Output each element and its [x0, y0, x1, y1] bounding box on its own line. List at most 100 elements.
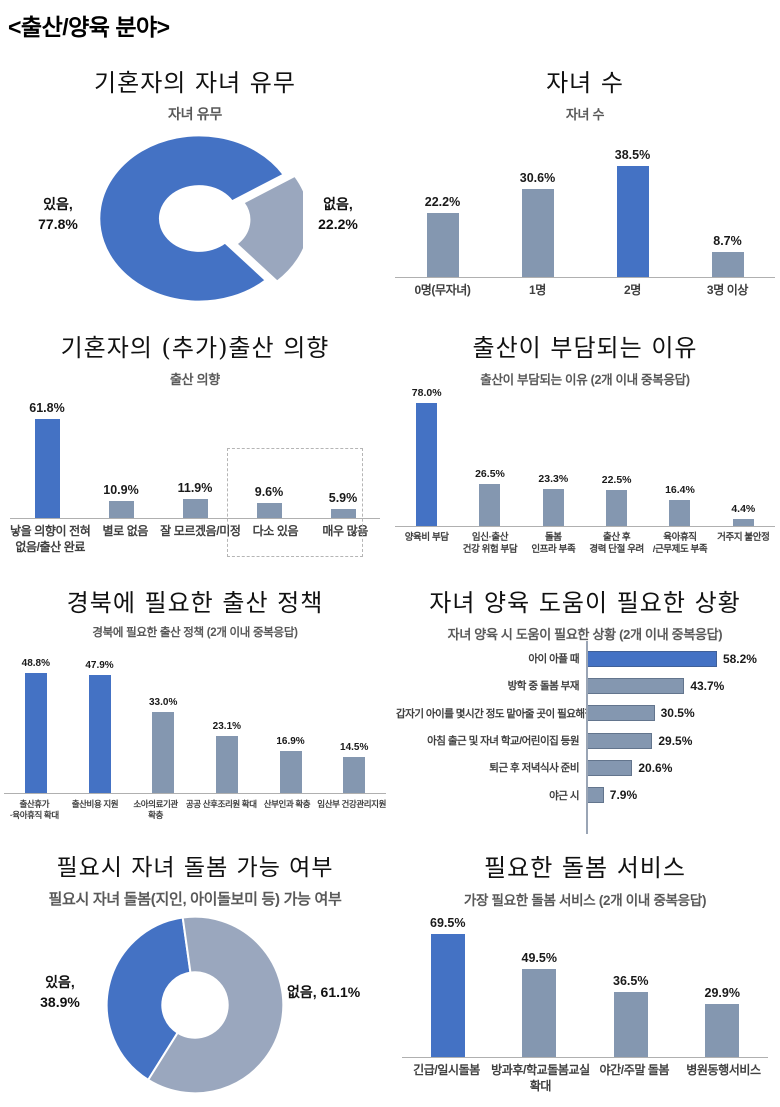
category-label: 산부인과 확충: [263, 799, 311, 809]
bar-value-label: 22.5%: [601, 474, 632, 487]
bar-column: 16.9%: [259, 653, 323, 793]
bar-column: 30.6%: [490, 144, 585, 277]
category-label: 1명: [529, 283, 546, 297]
bar: [430, 934, 465, 1057]
donut-chart: [95, 132, 312, 310]
bar-value-label: 29.9%: [704, 986, 740, 1001]
bar-column: 48.8%: [4, 653, 68, 793]
bar-value-label: 26.5%: [475, 468, 505, 481]
bar-column: 8.7%: [680, 144, 775, 277]
bar-chart: 78.0% 26.5% 23.3% 22.5% 16.4% 4.4% 양육비 부담 임신·출산…: [395, 383, 775, 557]
category-label: 아침 출근 및 자녀 학교/어린이집 등원: [427, 735, 579, 748]
bar: [522, 969, 557, 1057]
hbar-row: 갑자기 아이를 몇시간 정도 맡아줄 곳이 필요해질 때 30.5%: [396, 700, 774, 727]
bar: [613, 992, 648, 1057]
bar: [586, 759, 633, 776]
bar-value-label: 22.2%: [424, 195, 461, 210]
bar: [256, 502, 282, 518]
bar: [108, 500, 134, 518]
chart-title: 기혼자의 (추가)출산 의향: [60, 334, 330, 362]
bar-plot-area: 48.8% 47.9% 33.0% 23.1% 16.9% 14.5%: [4, 653, 386, 793]
hbar-row: 아이 아플 때 58.2%: [396, 645, 774, 672]
category-label: 야근 시: [549, 789, 579, 802]
bar-value-label: 58.2%: [722, 651, 757, 666]
bar: [521, 188, 554, 277]
category-label: 병원동행서비스: [686, 1063, 761, 1077]
donut-slice-있음: [98, 134, 286, 303]
donut-svg: [98, 134, 312, 303]
chart-title: 필요한 돌봄 서비스: [484, 854, 686, 882]
category-label: 낳을 의향이 전혀 없음/출산 완료: [10, 524, 91, 554]
bar-value-label: 69.5%: [430, 916, 466, 930]
chart-title: 경북에 필요한 출산 정책: [66, 589, 324, 617]
bar-value-label: 43.7%: [690, 678, 725, 693]
vertical-axis-line: [586, 641, 588, 834]
bar-column: 78.0%: [395, 383, 458, 526]
category-axis: 0명(무자녀) 1명 2명 3명 이상: [395, 277, 775, 299]
chart-subtitle: 자녀 유무: [168, 106, 222, 122]
bar-chart: 22.2% 30.6% 38.5% 8.7% 0명(무자녀) 1명 2명 3명 이상: [395, 144, 775, 299]
category-label: 아이 아플 때: [528, 653, 579, 666]
category-axis: 양육비 부담 임신·출산 건강 위험 부담 돌봄 인프라 부족 출산 후 경력 단절 …: [395, 526, 775, 557]
chart-subtitle: 필요시 자녀 돌봄(지인, 아이돌보미 등) 가능 여부: [48, 891, 342, 908]
bar-chart: 69.5% 49.5% 36.5% 29.9% 긴급/일시돌봄 방과후/학교돌봄교실 확대…: [402, 914, 768, 1094]
bar-value-label: 5.9%: [328, 490, 358, 505]
category-label: 방학 중 돌봄 부재: [507, 680, 580, 693]
bar-column: 11.9%: [158, 397, 232, 518]
hbar-chart: 아이 아플 때 58.2% 방학 중 돌봄 부재 43.7% 갑자기 아이를 몇시간 정…: [396, 641, 774, 834]
category-label: 공공 산후조리원 확대: [185, 799, 257, 809]
chart-subtitle: 자녀 양육 시 도움이 필요한 상황 (2개 이내 중복응답): [447, 627, 723, 642]
charts-grid: 기혼자의 자녀 유무 자녀 유무 있음, 77.8% 없음, 22.2% 자녀 수…: [0, 55, 780, 1107]
bar-value-label: 23.1%: [212, 721, 242, 733]
bar-column: 26.5%: [458, 383, 521, 526]
bar: [426, 213, 459, 277]
hbar-row: 방학 중 돌봄 부재 43.7%: [396, 672, 774, 699]
category-axis: 긴급/일시돌봄 방과후/학교돌봄교실 확대 야간/주말 돌봄 병원동행서비스: [402, 1057, 768, 1094]
bar-value-label: 30.5%: [660, 706, 695, 721]
bar-column: 10.9%: [84, 397, 158, 518]
chart-card-needed-birth-policy: 경북에 필요한 출산 정책 경북에 필요한 출산 정책 (2개 이내 중복응답)…: [0, 575, 390, 840]
chart-card-children-existence: 기혼자의 자녀 유무 자녀 유무 있음, 77.8% 없음, 22.2%: [0, 55, 390, 320]
bar-value-label: 4.4%: [731, 503, 756, 516]
bar: [330, 508, 356, 518]
chart-subtitle: 출산이 부담되는 이유 (2개 이내 중복응답): [480, 373, 690, 387]
category-label: 퇴근 후 저녁식사 준비: [489, 762, 579, 775]
bar: [669, 500, 691, 526]
chart-title: 필요시 자녀 돌봄 가능 여부: [56, 855, 334, 881]
bar-value-label: 16.4%: [665, 484, 695, 497]
donut-slice-없음: [146, 915, 285, 1095]
category-axis: 출산휴가 ·육아휴직 확대 출산비용 지원 소아의료기관 확충 공공 산후조리원 확대…: [4, 793, 386, 821]
bar-column: 4.4%: [712, 383, 775, 526]
donut-slice-있음: [105, 916, 192, 1082]
bar-value-label: 11.9%: [177, 480, 213, 495]
category-label: 야간/주말 돌봄: [599, 1063, 670, 1077]
category-label: 임신·출산 건강 위험 부담: [462, 532, 518, 556]
bar: [542, 489, 564, 526]
category-label: 갑자기 아이를 몇시간 정도 맡아줄 곳이 필요해질 때: [396, 707, 606, 720]
category-label: 0명(무자녀): [414, 283, 471, 297]
donut-callout-right: 없음, 61.1%: [287, 984, 361, 1000]
category-label: 돌봄 인프라 부족: [531, 532, 576, 556]
bar-plot-area: 61.8% 10.9% 11.9% 9.6% 5.9%: [10, 397, 380, 518]
bar-value-label: 16.9%: [276, 736, 305, 748]
bar-value-label: 10.9%: [103, 482, 139, 497]
bar: [416, 402, 438, 526]
bar: [88, 675, 111, 793]
bar-column: 29.9%: [677, 914, 769, 1057]
bar-value-label: 8.7%: [713, 233, 742, 248]
chart-title: 기혼자의 자녀 유무: [94, 69, 296, 97]
page-title: <출산/양육 분야>: [8, 14, 170, 40]
bar-value-label: 61.8%: [29, 401, 65, 416]
bar-value-label: 14.5%: [340, 742, 369, 754]
hbar-plot-area: 아이 아플 때 58.2% 방학 중 돌봄 부재 43.7% 갑자기 아이를 몇시간 정…: [396, 641, 774, 834]
bar-plot-area: 78.0% 26.5% 23.3% 22.5% 16.4% 4.4%: [395, 383, 775, 526]
chart-subtitle: 출산 의향: [170, 372, 220, 387]
bar-chart: 48.8% 47.9% 33.0% 23.1% 16.9% 14.5% 출산휴가 ·육아휴직…: [4, 653, 386, 821]
chart-subtitle: 가장 필요한 돌봄 서비스 (2개 이내 중복응답): [463, 893, 707, 908]
bar: [732, 519, 754, 526]
chart-card-care-availability: 필요시 자녀 돌봄 가능 여부 필요시 자녀 돌봄(지인, 아이돌보미 등) 가…: [0, 840, 390, 1107]
bar-value-label: 29.5%: [658, 733, 693, 748]
bar-value-label: 20.6%: [638, 760, 673, 775]
bar: [34, 419, 60, 518]
category-label: 별로 없음: [102, 524, 148, 538]
